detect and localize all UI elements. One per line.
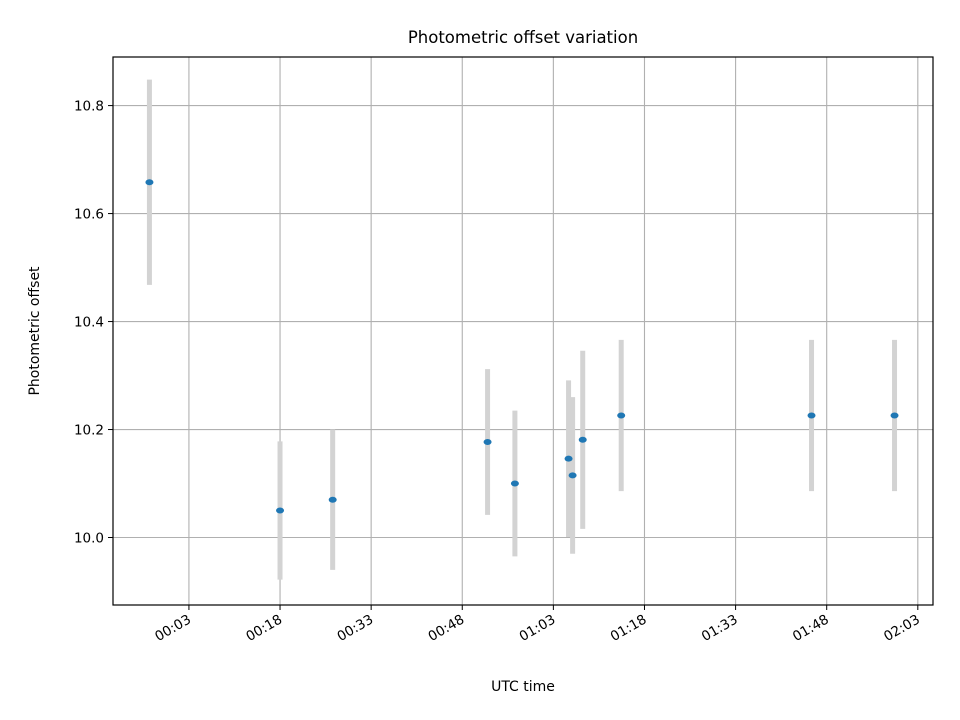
y-tick-label: 10.2 <box>74 423 104 439</box>
data-point <box>568 472 577 479</box>
data-point <box>328 496 337 503</box>
chart-title: Photometric offset variation <box>408 28 638 47</box>
y-tick-label: 10.0 <box>74 531 104 547</box>
data-point <box>510 480 519 487</box>
x-axis-label: UTC time <box>491 679 555 695</box>
grid <box>113 57 933 605</box>
data-point <box>617 412 626 419</box>
y-axis-label: Photometric offset <box>27 266 43 396</box>
y-tick-label: 10.6 <box>74 207 104 223</box>
data-point <box>890 412 899 419</box>
data-point <box>578 436 587 443</box>
y-tick-label: 10.4 <box>74 315 104 331</box>
data-point <box>145 179 154 186</box>
data-point <box>276 507 285 514</box>
data-point <box>807 412 816 419</box>
data-point <box>564 455 573 462</box>
data-points <box>145 179 899 514</box>
plot-frame <box>112 56 934 606</box>
y-tick-label: 10.8 <box>74 99 104 115</box>
data-point <box>483 438 492 445</box>
